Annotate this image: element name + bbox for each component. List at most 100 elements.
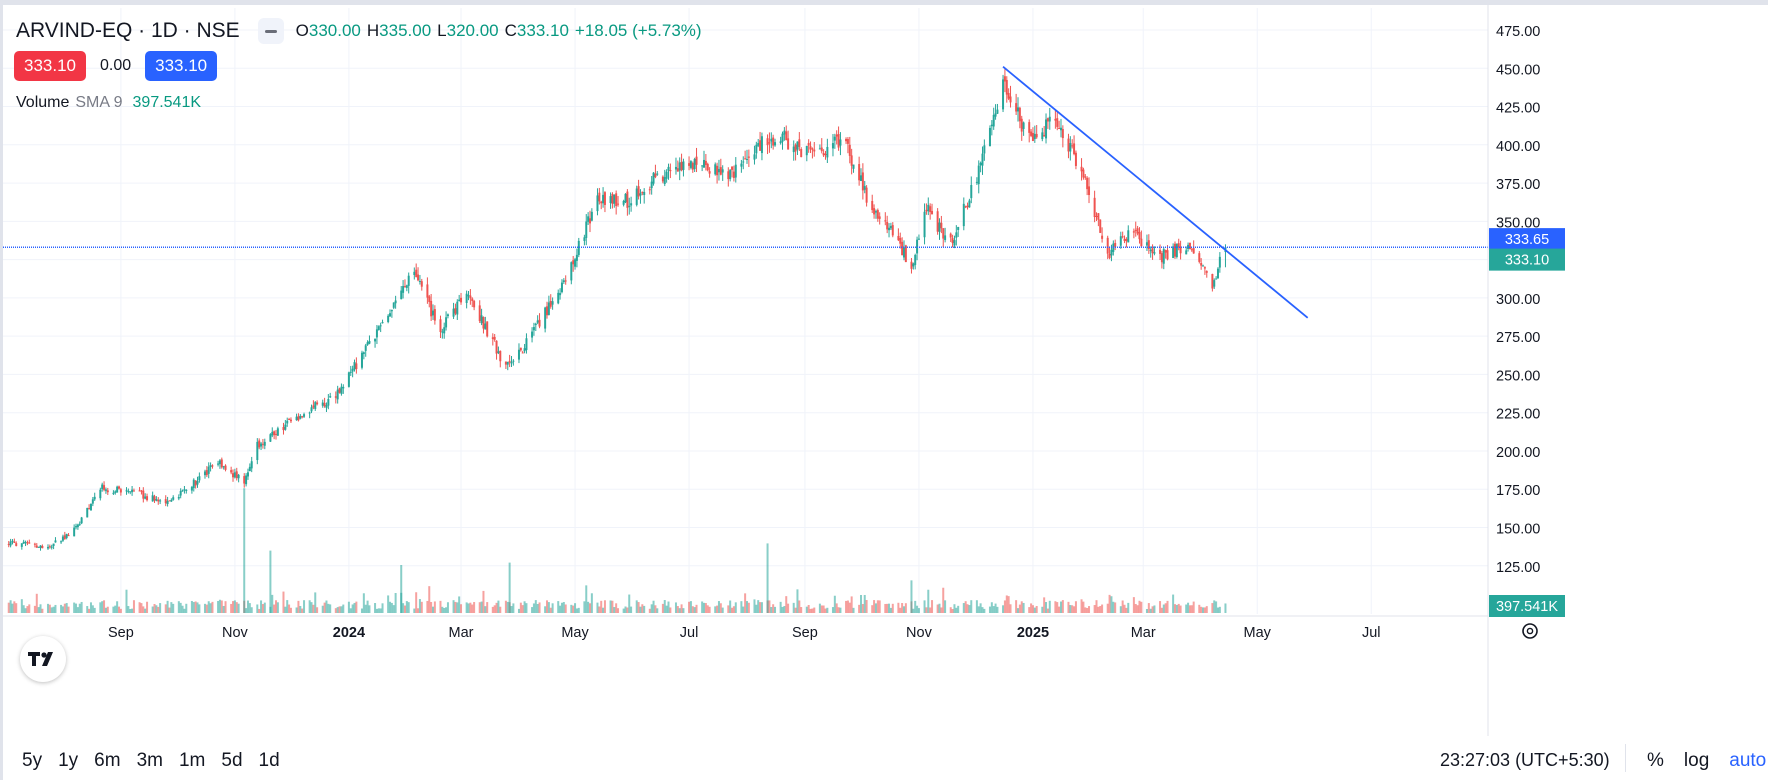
collapse-legend-button[interactable] xyxy=(257,18,284,44)
candle-body xyxy=(33,543,36,545)
candle-body xyxy=(940,222,943,229)
candle-body xyxy=(626,191,629,208)
volume-bar xyxy=(665,605,668,613)
candle-body xyxy=(478,305,481,322)
volume-legend[interactable]: Volume SMA 9 397.541K xyxy=(16,94,201,112)
volume-bar xyxy=(1022,602,1025,613)
sell-button[interactable]: 333.10 xyxy=(14,51,86,81)
candle-body xyxy=(951,238,954,244)
trendline[interactable] xyxy=(1002,66,1309,319)
volume-bar xyxy=(1041,606,1044,613)
price-tick-label: 475.00 xyxy=(1496,24,1540,40)
volume-bar xyxy=(820,605,823,613)
auto-toggle[interactable]: auto xyxy=(1729,750,1767,771)
candle-body xyxy=(1074,152,1077,166)
volume-bar xyxy=(708,606,711,613)
range-3m[interactable]: 3m xyxy=(136,750,163,771)
candle-body xyxy=(495,340,498,354)
candle-body xyxy=(60,541,63,543)
settings-gear-icon[interactable] xyxy=(1522,623,1538,639)
candle-body xyxy=(504,361,507,365)
candle-body xyxy=(1138,232,1141,240)
candle-body xyxy=(308,412,311,414)
candle-body xyxy=(1162,249,1165,264)
percent-toggle[interactable]: % xyxy=(1647,750,1664,771)
volume-bar xyxy=(13,601,16,613)
volume-bar xyxy=(602,607,605,613)
candle-body xyxy=(779,141,782,144)
volume-bar xyxy=(497,600,500,613)
candle-body xyxy=(243,476,246,484)
last-price-badge-bg xyxy=(1489,248,1565,271)
candle-body xyxy=(390,310,393,312)
range-5d[interactable]: 5d xyxy=(221,750,243,771)
range-1m[interactable]: 1m xyxy=(178,750,206,771)
candle-body xyxy=(1018,107,1021,122)
candle-body xyxy=(172,497,175,500)
range-5y[interactable]: 5y xyxy=(22,750,43,771)
volume-bar xyxy=(902,606,905,613)
volume-bar xyxy=(874,603,877,613)
time-tick-label: Sep xyxy=(108,625,134,641)
volume-bar xyxy=(811,608,814,613)
candle-body xyxy=(831,143,834,149)
candle-body xyxy=(93,496,96,500)
volume-bar xyxy=(185,603,188,613)
candle-body xyxy=(639,193,642,196)
candle-body xyxy=(988,127,991,147)
volume-bar xyxy=(792,602,795,613)
price-chart[interactable]: 475.00450.00425.00400.00375.00350.00325.… xyxy=(0,0,1768,736)
candle-body xyxy=(86,507,89,518)
candle-body xyxy=(1192,248,1195,254)
candle-body xyxy=(783,130,786,135)
candle-body xyxy=(132,490,135,492)
range-6m[interactable]: 6m xyxy=(94,750,121,771)
volume-bar xyxy=(1069,605,1072,613)
volume-bar xyxy=(667,601,670,613)
volume-bar xyxy=(198,604,201,613)
volume-bar xyxy=(446,602,449,613)
candle-body xyxy=(609,196,612,203)
volume-bar xyxy=(560,602,563,613)
volume-bar xyxy=(783,606,786,613)
candle-body xyxy=(316,402,319,405)
volume-bar xyxy=(415,592,418,613)
candle-body xyxy=(719,167,722,175)
candle-body xyxy=(1045,119,1048,139)
candle-body xyxy=(588,218,591,224)
volume-bar xyxy=(850,596,853,613)
volume-bar xyxy=(587,601,590,613)
volume-bar xyxy=(9,600,12,613)
candle-body xyxy=(275,433,278,435)
volume-bar xyxy=(295,607,298,613)
clock[interactable]: 23:27:03 (UTC+5:30) xyxy=(1440,750,1610,770)
range-1d[interactable]: 1d xyxy=(258,750,280,771)
candle-body xyxy=(721,169,724,173)
volume-bar xyxy=(813,607,816,613)
volume-bar xyxy=(992,606,995,613)
candle-body xyxy=(656,173,659,175)
tradingview-logo-icon[interactable] xyxy=(20,636,66,682)
volume-bar xyxy=(402,603,405,613)
volume-bar xyxy=(676,606,679,613)
candle-body xyxy=(1058,128,1061,130)
candle-body xyxy=(351,368,354,372)
volume-bar xyxy=(54,604,57,613)
volume-bar xyxy=(925,607,928,613)
volume-bar xyxy=(957,605,960,613)
candle-body xyxy=(942,228,945,239)
volume-bar xyxy=(942,587,945,613)
volume-bar xyxy=(1136,605,1139,613)
volume-bar xyxy=(510,606,513,613)
buy-button[interactable]: 333.10 xyxy=(145,51,218,81)
volume-bar xyxy=(559,605,562,613)
range-1y[interactable]: 1y xyxy=(58,750,79,771)
candle-body xyxy=(661,176,664,182)
volume-bar xyxy=(439,600,442,613)
volume-bar xyxy=(1099,605,1102,613)
symbol-title[interactable]: ARVIND-EQ · 1D · NSE xyxy=(16,19,240,42)
volume-bar xyxy=(800,607,803,613)
log-toggle[interactable]: log xyxy=(1683,750,1710,771)
candle-body xyxy=(600,201,603,204)
candle-body xyxy=(104,489,107,491)
